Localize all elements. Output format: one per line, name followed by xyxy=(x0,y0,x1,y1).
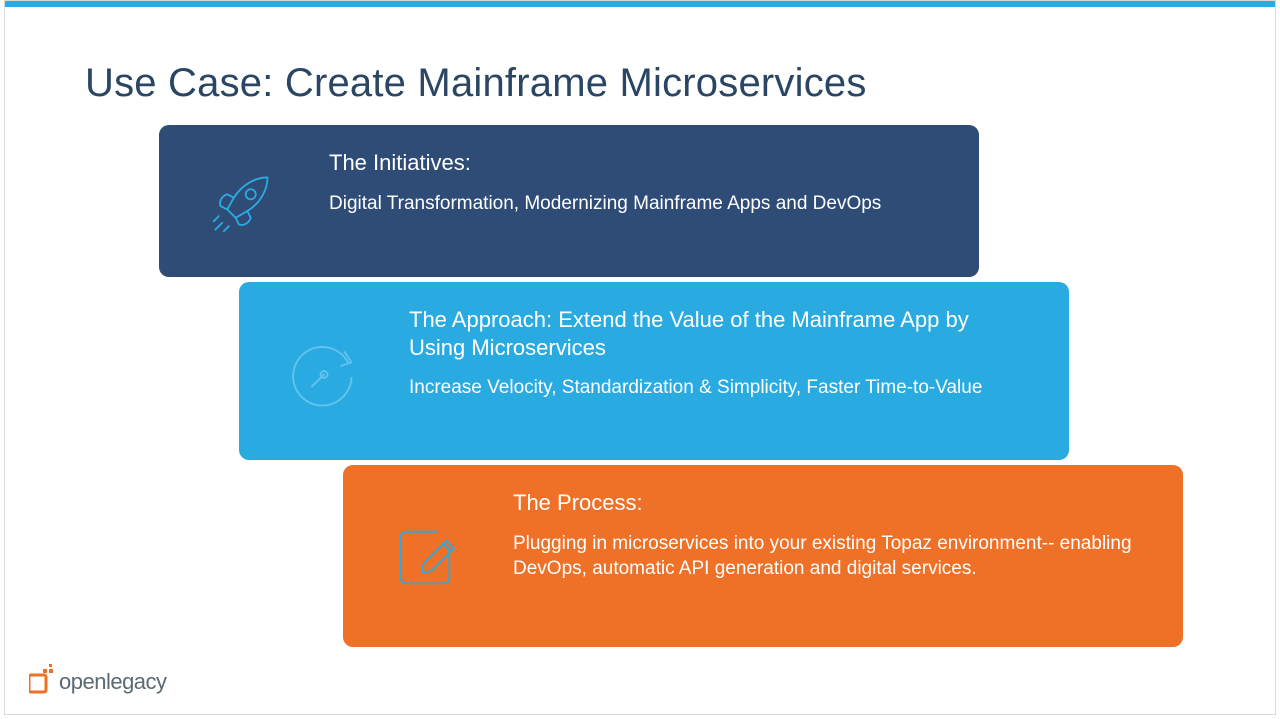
card-approach-heading: The Approach: Extend the Value of the Ma… xyxy=(409,306,1031,361)
card-initiatives-body: Digital Transformation, Modernizing Main… xyxy=(329,191,941,217)
card-process-heading: The Process: xyxy=(513,489,1145,517)
card-process-body: Plugging in microservices into your exis… xyxy=(513,531,1145,582)
card-initiatives: The Initiatives: Digital Transformation,… xyxy=(159,125,979,277)
page-title: Use Case: Create Mainframe Microservices xyxy=(85,61,867,106)
brand-logo-mark-icon xyxy=(29,664,55,694)
card-initiatives-heading: The Initiatives: xyxy=(329,149,941,177)
rocket-icon xyxy=(199,156,289,246)
edit-note-icon xyxy=(383,511,473,601)
accent-top-bar xyxy=(5,1,1275,7)
card-process: The Process: Plugging in microservices i… xyxy=(343,465,1183,647)
brand-logo-text: openlegacy xyxy=(59,671,167,694)
card-approach: The Approach: Extend the Value of the Ma… xyxy=(239,282,1069,460)
brand-logo: openlegacy xyxy=(29,664,167,694)
refresh-gauge-icon xyxy=(279,326,369,416)
card-approach-body: Increase Velocity, Standardization & Sim… xyxy=(409,375,1031,401)
slide-page: Use Case: Create Mainframe Microservices… xyxy=(4,0,1276,715)
